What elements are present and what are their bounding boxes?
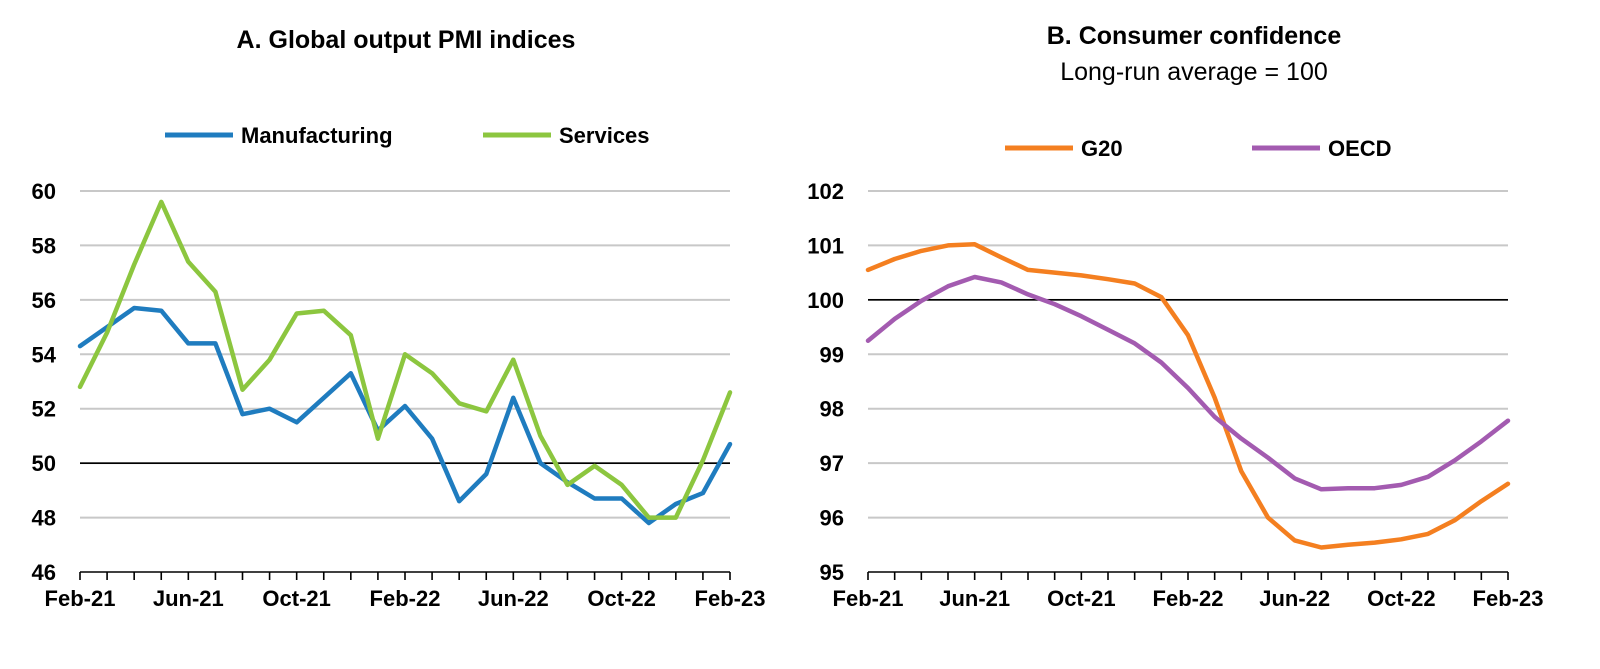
x-tick-b-feb-22: Feb-22 — [1153, 586, 1224, 611]
panel-a-series — [77, 199, 733, 526]
x-tick-a-feb-21: Feb-21 — [45, 586, 116, 611]
panel-b-legend: G20 OECD — [1005, 136, 1392, 161]
y-tick-b-97: 97 — [820, 451, 844, 476]
y-tick-a-60: 60 — [32, 179, 56, 204]
y-tick-b-95: 95 — [820, 560, 844, 585]
x-tick-b-oct-21: Oct-21 — [1047, 586, 1115, 611]
panel-a-title: A. Global output PMI indices — [237, 26, 576, 54]
x-tick-a-oct-22: Oct-22 — [587, 586, 655, 611]
x-tick-a-jun-22: Jun-22 — [478, 586, 549, 611]
panel-b-gridlines — [868, 190, 1508, 519]
x-tick-a-jun-21: Jun-21 — [153, 586, 224, 611]
x-tick-a-feb-23: Feb-23 — [695, 586, 766, 611]
panel-a-x-ticks: Feb-21 Jun-21 Oct-21 Feb-22 Jun-22 Oct-22 Feb-… — [45, 586, 766, 611]
y-tick-b-100: 100 — [807, 288, 844, 313]
panel-b-title: B. Consumer confidence — [1047, 22, 1342, 50]
y-tick-a-48: 48 — [32, 506, 56, 531]
panel-a: A. Global output PMI indices Manufacturi… — [32, 26, 766, 611]
series-line-manufacturing — [77, 305, 733, 526]
x-tick-b-feb-23: Feb-23 — [1473, 586, 1544, 611]
y-tick-b-101: 101 — [807, 233, 844, 258]
series-line-services — [77, 199, 733, 520]
panel-b: B. Consumer confidence Long-run average … — [807, 22, 1543, 611]
y-tick-a-46: 46 — [32, 560, 56, 585]
panel-b-series — [865, 242, 1511, 550]
y-tick-b-99: 99 — [820, 342, 844, 367]
x-tick-b-feb-21: Feb-21 — [833, 586, 904, 611]
panel-b-subtitle: Long-run average = 100 — [1060, 58, 1328, 86]
panel-a-y-ticks: 46 48 50 52 54 56 58 60 — [32, 179, 57, 585]
series-line-g20 — [865, 242, 1511, 550]
x-tick-a-feb-22: Feb-22 — [370, 586, 441, 611]
panel-a-x-axis — [79, 571, 731, 580]
y-tick-a-56: 56 — [32, 288, 56, 313]
x-tick-b-oct-22: Oct-22 — [1367, 586, 1435, 611]
y-tick-a-54: 54 — [32, 342, 57, 367]
legend-label-oecd: OECD — [1328, 136, 1392, 161]
series-line-oecd — [865, 274, 1511, 492]
legend-label-g20: G20 — [1081, 136, 1123, 161]
y-tick-a-58: 58 — [32, 233, 56, 258]
y-tick-b-102: 102 — [807, 179, 844, 204]
y-tick-b-96: 96 — [820, 506, 844, 531]
panel-b-x-axis — [867, 571, 1509, 580]
panel-a-legend: Manufacturing Services — [165, 123, 650, 148]
legend-label-services: Services — [559, 123, 650, 148]
x-tick-b-jun-22: Jun-22 — [1259, 586, 1330, 611]
y-tick-b-98: 98 — [820, 397, 844, 422]
legend-label-manufacturing: Manufacturing — [241, 123, 393, 148]
panel-b-x-ticks: Feb-21 Jun-21 Oct-21 Feb-22 Jun-22 Oct-22 Feb-… — [833, 586, 1544, 611]
panel-b-y-ticks: 95 96 97 98 99 100 101 102 — [807, 179, 844, 585]
y-tick-a-52: 52 — [32, 397, 56, 422]
x-tick-a-oct-21: Oct-21 — [262, 586, 330, 611]
x-tick-b-jun-21: Jun-21 — [939, 586, 1010, 611]
y-tick-a-50: 50 — [32, 451, 56, 476]
